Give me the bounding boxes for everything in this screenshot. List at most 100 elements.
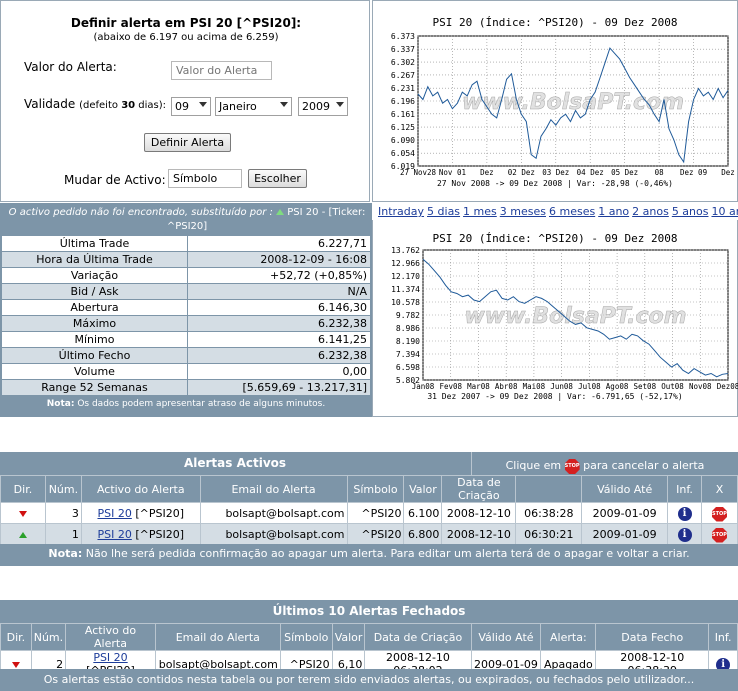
column-header: Núm. [44,475,82,503]
period-link[interactable]: 5 dias [427,205,461,218]
column-header: Data de Criação [441,475,517,503]
period-link[interactable]: 3 meses [499,205,546,218]
column-header: Valor [403,475,443,503]
chart1-footer: 27 Nov 2008 -> 09 Dez 2008 | Var: -28,98… [436,179,673,188]
y-tick-label: 6.337 [391,45,415,54]
quote-label: Bid / Ask [2,284,187,299]
month-select[interactable]: Janeiro [215,97,292,116]
info-icon[interactable]: i [677,527,692,542]
y-tick-label: 6.125 [391,123,415,132]
year-select[interactable]: 2009 [298,97,348,116]
info-icon[interactable]: i [677,506,692,521]
column-header: Activo do Alerta [65,623,156,651]
period-link[interactable]: 10 anos [711,205,738,218]
symbol-input[interactable] [168,169,242,188]
column-header: Inf. [667,475,702,503]
alert-form: Definir alerta em PSI 20 [^PSI20]: (abai… [0,0,370,202]
info-icon[interactable]: i [716,657,731,672]
y-tick-label: 8.986 [396,324,420,333]
value-cell: 6.800 [403,523,443,545]
valid-until-cell: 2009-01-09 [581,523,669,545]
alert-value-input[interactable] [171,61,272,80]
y-tick-label: 7.394 [396,350,420,359]
cancel-cell: STOP [700,502,738,524]
email-cell: bolsapt@bolsapt.com [199,502,348,524]
value-label: Valor do Alerta: [24,60,117,74]
choose-button[interactable]: Escolher [248,169,307,188]
column-header: Dir. [0,475,46,503]
quote-label: Última Trade [2,236,187,251]
y-tick-label: 12.966 [391,259,420,268]
x-tick-label: Set08 [634,382,657,391]
x-tick-label: Mar08 [467,382,490,391]
form-title: Definir alerta em PSI 20 [^PSI20]: [70,16,302,30]
column-header: Email do Alerta [199,475,348,503]
x-tick-label: Nov08 [689,382,712,391]
intraday-chart-panel: PSI 20 (Índice: ^PSI20) - 09 Dez 2008 6.… [372,0,738,202]
down-arrow-icon [11,661,20,668]
quote-label: Abertura [2,300,187,315]
column-header: Data Fecho [595,623,710,651]
table-row: 1 PSI 20 [^PSI20] bolsapt@bolsapt.com ^PSI2… [0,523,738,545]
period-selector: Intraday 5 dias 1 mes 3 meses 6 meses 1 ano 2 … [378,205,738,218]
x-tick-label: Fev08 [439,382,462,391]
x-tick-label: Jul08 [578,382,601,391]
quote-label: Volume [2,364,187,379]
table-row: 3 PSI 20 [^PSI20] bolsapt@bolsapt.com ^PSI2… [0,502,738,524]
define-alert-button[interactable]: Definir Alerta [144,133,231,152]
asset-cell: PSI 20 [^PSI20] [80,502,201,524]
period-link[interactable]: 1 mes [463,205,497,218]
quote-header: O activo pedido não foi encontrado, subs… [8,207,366,232]
time-cell: 06:38:28 [515,502,583,524]
x-tick-label: Jan08 [412,382,435,391]
x-tick-label: Dez 09 [680,168,707,177]
x-tick-label: Out08 [661,382,684,391]
period-link[interactable]: 1 ano [598,205,630,218]
period-link[interactable]: Intraday [378,205,425,218]
stop-icon[interactable]: STOP [711,506,727,522]
x-tick-label: Nov 01 [439,168,466,177]
x-tick-label: 27 Nov28 [400,168,437,177]
x-tick-label: Ago08 [606,382,629,391]
period-link[interactable]: 5 anos [671,205,709,218]
quote-row: Último Fecho 6.232,38 [2,348,370,364]
asset-link[interactable]: PSI 20 [93,651,128,664]
day-select[interactable]: 09 [171,97,211,116]
yearly-chart-panel: PSI 20 (Índice: ^PSI20) - 09 Dez 2008 5.… [372,220,738,417]
chevron-down-icon [199,102,207,107]
active-alerts-note: Nota: Não lhe será pedida confirmação ao… [0,544,738,566]
quote-row: Hora da Última Trade 2008-12-09 - 16:08 [2,252,370,268]
symbol-cell: ^PSI20 [346,523,405,545]
quote-row: Máximo 6.232,38 [2,316,370,332]
column-header: Válido Até [470,623,542,651]
y-tick-label: 6.019 [391,162,415,171]
asset-cell: PSI 20 [^PSI20] [80,523,201,545]
series-line [417,47,729,164]
watermark: www.BolsaPT.com [464,304,686,329]
y-tick-label: 6.196 [391,97,415,106]
y-tick-label: 11.374 [391,285,420,294]
date-cell: 2008-12-10 [441,502,517,524]
cancel-hint: Clique em STOP para cancelar o alerta [471,452,738,475]
quote-row: Range 52 Semanas [5.659,69 - 13.217,31] [2,380,370,396]
x-tick-label: 04 Dez [577,168,604,177]
period-link[interactable]: 2 anos [632,205,669,218]
asset-link[interactable]: PSI 20 [97,527,132,541]
quote-label: Range 52 Semanas [2,380,187,395]
quote-row: Última Trade 6.227,71 [2,236,370,252]
stop-icon[interactable]: STOP [711,527,727,543]
chevron-down-icon [336,102,344,107]
quote-note: Nota: Os dados podem apresentar atraso d… [46,399,326,409]
cancel-cell: STOP [700,523,738,545]
chart2-footer: 31 Dez 2007 -> 09 Dez 2008 | Var: -6.791… [427,392,683,401]
x-tick-label: 03 Dez [542,168,569,177]
quote-value: 6.227,71 [188,236,370,251]
x-tick-label: Abr08 [495,382,518,391]
yearly-chart: 5.802 6.598 7.394 8.190 8.986 9.782 10.578 11.3… [391,246,738,391]
down-arrow-icon [18,510,27,517]
date-cell: 2008-12-10 [441,523,517,545]
period-link[interactable]: 6 meses [548,205,596,218]
quote-value: 2008-12-09 - 16:08 [188,252,370,267]
asset-link[interactable]: PSI 20 [97,506,132,520]
alert-number: 3 [44,502,82,524]
